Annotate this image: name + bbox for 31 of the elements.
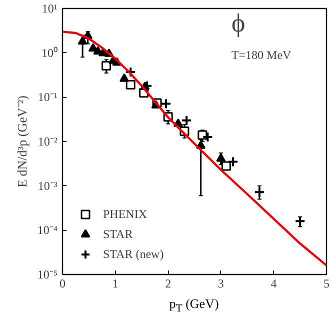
point: [141, 80, 152, 92]
point: [228, 156, 239, 168]
y-tick-label: 10⁻²: [38, 134, 58, 148]
point: [221, 161, 231, 171]
y-tick-label: 10⁻¹: [38, 90, 58, 104]
y-tick-label: 10⁻⁵: [37, 268, 58, 282]
y-tick-label: 10⁻³: [38, 178, 58, 193]
x-tick-label: 0: [60, 276, 66, 290]
legend-label: PHENIX: [103, 206, 147, 222]
annotation: ϕ: [231, 8, 246, 38]
legend-label: STAR: [103, 226, 133, 242]
y-axis-title: E dN/d³p (GeV⁻²): [14, 96, 30, 188]
point: [102, 61, 112, 71]
x-tick-label: 1: [112, 276, 118, 290]
point: [216, 153, 226, 162]
y-tick-label: 10⁰: [42, 46, 58, 60]
y-tick-label: 10¹: [42, 2, 58, 16]
x-tick-label: 4: [270, 276, 277, 290]
annotation: T=180 MeV: [231, 48, 292, 62]
point: [126, 80, 136, 90]
x-tick-label: 2: [165, 276, 172, 290]
point: [254, 186, 265, 198]
x-tick-label: 5: [324, 276, 330, 290]
point: [78, 36, 88, 45]
y-tick-label: 10⁻⁴: [37, 223, 58, 238]
x-axis-title: p$_{T}$ (GeV): [168, 296, 220, 316]
point: [120, 73, 130, 82]
legend-label: STAR (new): [103, 246, 164, 262]
x-tick-label: 3: [218, 276, 224, 290]
point: [125, 66, 136, 78]
point: [294, 216, 306, 227]
